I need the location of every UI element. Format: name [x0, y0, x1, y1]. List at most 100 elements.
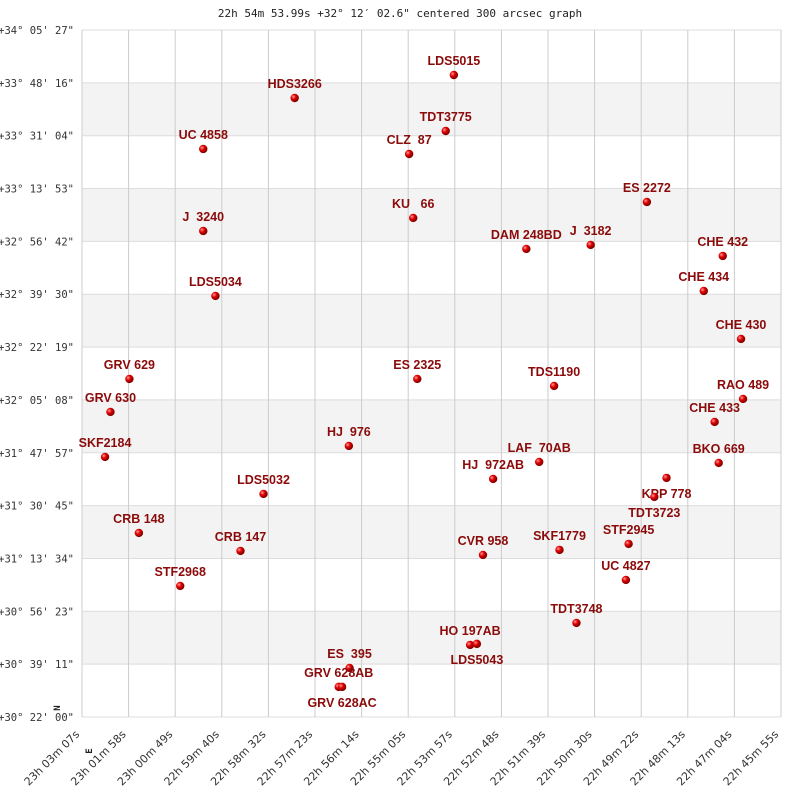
- star-marker[interactable]: [699, 286, 708, 296]
- star-laf-70ab[interactable]: LAF 70AB: [508, 441, 571, 467]
- star-marker[interactable]: [522, 244, 531, 254]
- star-marker[interactable]: [586, 240, 595, 250]
- star-che-433[interactable]: CHE 433: [689, 401, 740, 427]
- star-dam-248bd[interactable]: DAM 248BD: [491, 228, 562, 254]
- star-label: HJ 976: [327, 425, 371, 439]
- star-tds1190[interactable]: TDS1190: [528, 365, 580, 391]
- star-ku-66[interactable]: KU 66: [392, 197, 434, 223]
- star-che-434[interactable]: CHE 434: [678, 270, 729, 296]
- star-skf2184[interactable]: SKF2184: [79, 436, 132, 462]
- star-bko-669[interactable]: BKO 669: [693, 442, 745, 468]
- star-marker[interactable]: [259, 489, 268, 499]
- grid-band: [82, 188, 781, 242]
- star-tdt3748[interactable]: TDT3748: [550, 602, 603, 628]
- star-marker[interactable]: [465, 640, 475, 650]
- star-label: J 3240: [182, 210, 224, 224]
- star-marker[interactable]: [738, 394, 748, 404]
- star-es-395[interactable]: ES 395: [327, 647, 372, 673]
- star-stf2945[interactable]: STF2945: [603, 523, 654, 549]
- star-marker[interactable]: [236, 546, 245, 556]
- star-grv-628ac[interactable]: GRV 628AC: [307, 682, 377, 710]
- star-marker[interactable]: [621, 575, 631, 585]
- star-marker[interactable]: [344, 441, 354, 451]
- star-marker[interactable]: [555, 545, 564, 555]
- star-marker[interactable]: [449, 70, 459, 80]
- grid-band: [82, 347, 781, 400]
- star-marker[interactable]: [642, 197, 652, 207]
- star-label: GRV 629: [104, 358, 155, 372]
- star-label: LDS5015: [427, 54, 480, 68]
- star-marker[interactable]: [125, 374, 134, 384]
- star-label: UC 4827: [601, 559, 650, 573]
- star-rao-489[interactable]: RAO 489: [717, 378, 769, 404]
- star-marker[interactable]: [176, 581, 185, 591]
- star-marker[interactable]: [714, 458, 723, 468]
- star-grv-630[interactable]: GRV 630: [85, 391, 136, 417]
- star-marker[interactable]: [100, 452, 110, 462]
- star-marker[interactable]: [413, 374, 422, 384]
- star-marker[interactable]: [345, 663, 354, 673]
- star-ho-197ab[interactable]: HO 197AB: [440, 624, 501, 650]
- star-marker[interactable]: [404, 149, 414, 159]
- star-label: STF2945: [603, 523, 654, 537]
- star-marker[interactable]: [710, 417, 719, 427]
- y-tick-label: +31° 30' 45": [0, 501, 74, 513]
- star-label: CRB 147: [215, 530, 266, 544]
- star-cvr-958[interactable]: CVR 958: [458, 534, 509, 560]
- star-marker[interactable]: [736, 334, 746, 344]
- y-tick-label: +31° 13' 34": [0, 553, 74, 565]
- grid-band: [82, 611, 781, 665]
- star-lds5032[interactable]: LDS5032: [237, 473, 290, 499]
- grid-band: [82, 30, 781, 83]
- star-crb-147[interactable]: CRB 147: [215, 530, 266, 556]
- star-marker[interactable]: [472, 639, 482, 649]
- star-marker[interactable]: [441, 126, 450, 136]
- star-lds5034[interactable]: LDS5034: [189, 275, 242, 301]
- star-uc-4827[interactable]: UC 4827: [601, 559, 651, 585]
- star-marker[interactable]: [534, 457, 544, 467]
- star-j-3240[interactable]: J 3240: [182, 210, 224, 236]
- star-marker[interactable]: [199, 144, 208, 154]
- star-lds5043[interactable]: LDS5043: [450, 639, 503, 667]
- star-tdt3723[interactable]: TDT3723: [628, 492, 680, 520]
- star-marker[interactable]: [409, 213, 418, 223]
- star-marker[interactable]: [478, 550, 488, 560]
- star-marker[interactable]: [199, 226, 208, 236]
- star-marker[interactable]: [662, 473, 671, 483]
- star-tdt3775[interactable]: TDT3775: [420, 110, 472, 136]
- star-marker[interactable]: [549, 381, 559, 391]
- star-label: UC 4858: [179, 128, 228, 142]
- star-marker[interactable]: [290, 93, 299, 103]
- star-hj-972ab[interactable]: HJ 972AB: [462, 458, 524, 484]
- star-grv-629[interactable]: GRV 629: [104, 358, 155, 384]
- star-marker[interactable]: [650, 492, 659, 502]
- star-lds5015[interactable]: LDS5015: [427, 54, 480, 80]
- star-uc-4858[interactable]: UC 4858: [179, 128, 228, 154]
- star-j-3182[interactable]: J 3182: [570, 224, 612, 250]
- star-skf1779[interactable]: SKF1779: [533, 529, 586, 555]
- y-tick-label: +31° 47' 57": [0, 448, 74, 460]
- star-marker[interactable]: [337, 682, 347, 692]
- star-es-2272[interactable]: ES 2272: [623, 181, 671, 207]
- star-hds3266[interactable]: HDS3266: [268, 77, 322, 103]
- star-es-2325[interactable]: ES 2325: [393, 358, 441, 384]
- north-indicator: N: [53, 705, 63, 710]
- star-marker[interactable]: [488, 474, 498, 484]
- star-crb-148[interactable]: CRB 148: [113, 512, 165, 538]
- star-che-430[interactable]: CHE 430: [716, 318, 767, 344]
- star-marker[interactable]: [718, 251, 727, 261]
- grid-band: [82, 505, 781, 559]
- y-tick-label: +32° 22' 19": [0, 342, 74, 354]
- y-tick-label: +33° 13' 53": [0, 184, 74, 196]
- star-marker[interactable]: [134, 528, 144, 538]
- star-stf2968[interactable]: STF2968: [155, 565, 206, 591]
- y-tick-label: +32° 39' 30": [0, 289, 74, 301]
- star-che-432[interactable]: CHE 432: [697, 235, 748, 261]
- star-marker[interactable]: [211, 291, 220, 301]
- star-marker[interactable]: [106, 407, 115, 417]
- star-hj-976[interactable]: HJ 976: [327, 425, 371, 451]
- y-tick-label: +32° 05' 08": [0, 395, 74, 407]
- star-marker[interactable]: [624, 539, 633, 549]
- star-marker[interactable]: [572, 618, 581, 628]
- star-clz-87[interactable]: CLZ 87: [387, 133, 432, 159]
